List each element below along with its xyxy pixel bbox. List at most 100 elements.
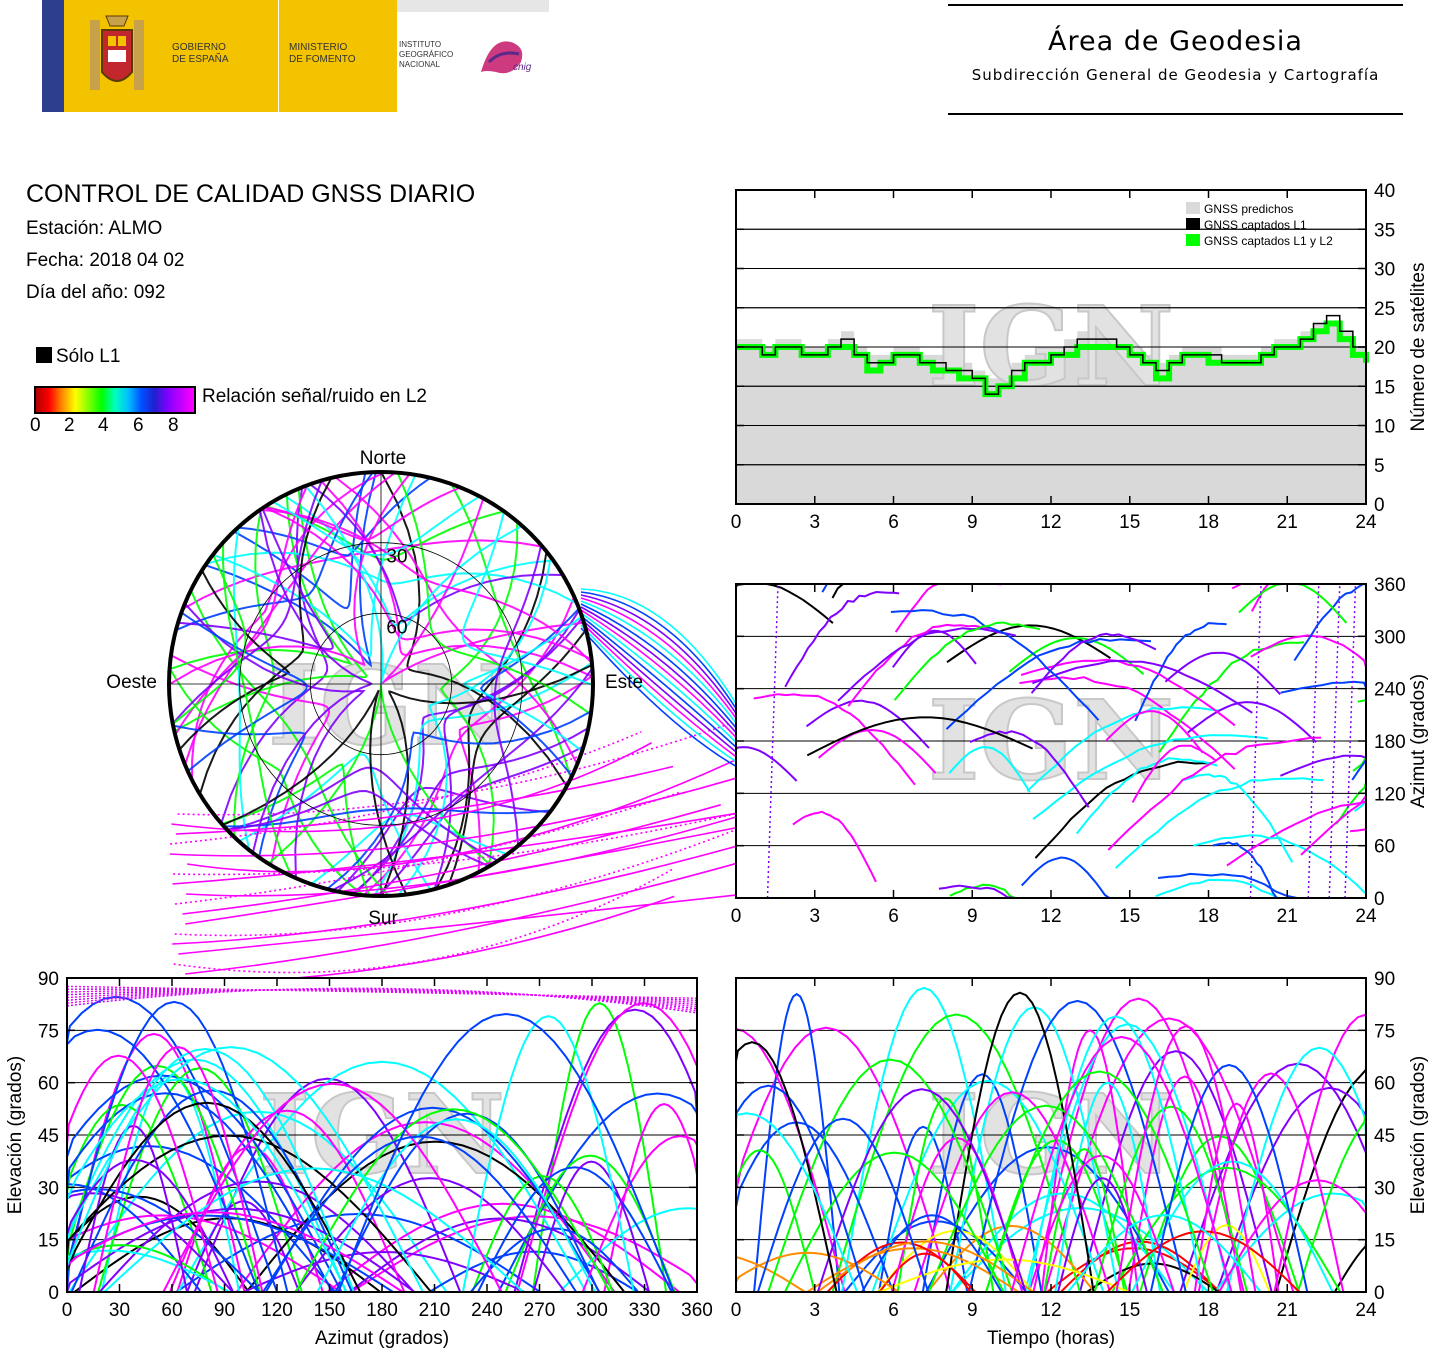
satellite-track — [173, 811, 745, 876]
y-tick-label: 15 — [1374, 377, 1395, 398]
cnig-logo-icon — [481, 41, 523, 74]
ign-top-strip — [397, 0, 549, 12]
azimuth-track — [847, 623, 990, 707]
y-tick-label: 75 — [1374, 1021, 1395, 1042]
y-tick-label: 60 — [1374, 837, 1395, 858]
x-tick-label: 3 — [809, 512, 820, 533]
azimuth-track — [818, 728, 937, 774]
l1-swatch — [36, 347, 52, 363]
y-tick-label: 0 — [1374, 1283, 1385, 1304]
azimuth-track — [1105, 710, 1204, 754]
satellite-track — [396, 472, 592, 716]
elevation-time-track — [896, 1097, 995, 1293]
satellite-track — [397, 556, 552, 896]
elevation-track — [337, 1012, 675, 1293]
azimuth-track — [1164, 651, 1281, 695]
satellite-track — [233, 472, 367, 610]
azimuth-track — [969, 730, 1090, 808]
x-tick-label: 24 — [1355, 1300, 1377, 1321]
satellite-track — [173, 488, 368, 733]
y-tick-label: 360 — [1374, 575, 1406, 596]
snr-tick-2: 2 — [64, 415, 75, 436]
elevation-track — [66, 1077, 348, 1293]
y-tick-label: 45 — [38, 1126, 59, 1147]
satellite-track — [373, 661, 593, 897]
satellite-track — [220, 487, 329, 824]
area-subtitle: Subdirección General de Geodesia y Carto… — [971, 66, 1380, 84]
x-tick-label: 18 — [1198, 1300, 1219, 1321]
elevation-time-track — [816, 1240, 1034, 1293]
azimuth-track — [805, 699, 930, 749]
y-tick-label: 300 — [1374, 627, 1406, 648]
azimuth-track — [1032, 659, 1253, 714]
azimuth-track — [806, 716, 1034, 757]
horizon-circle — [167, 470, 595, 898]
azimuth-track — [1187, 701, 1317, 743]
y-tick-label: 45 — [1374, 1126, 1395, 1147]
elevation-track — [66, 1134, 432, 1293]
elevation-time-track — [767, 1058, 1014, 1293]
date-label: Fecha: 2018 04 02 — [26, 250, 185, 271]
elevation-track — [316, 1118, 596, 1293]
y-tick-label: 0 — [1374, 889, 1385, 910]
elevation-track — [66, 985, 698, 999]
x-tick-label: 240 — [471, 1300, 503, 1321]
elevation-time-track — [1197, 1072, 1345, 1293]
elevation-track — [66, 989, 698, 1006]
azimuth-track — [948, 746, 1031, 793]
satellite-track — [226, 789, 490, 868]
satellite-track — [237, 476, 431, 557]
elevation-time-track — [1193, 1102, 1280, 1293]
satellite-track — [168, 473, 411, 686]
azimuth-track — [1026, 706, 1221, 792]
x-tick-label: 210 — [419, 1300, 451, 1321]
azimuth-track — [1307, 583, 1320, 899]
azimuth-track — [1131, 744, 1217, 803]
elevation-time-track — [1182, 1224, 1271, 1293]
satellite-track — [493, 544, 543, 846]
snr-colorbar-label: Relación señal/ruido en L2 — [202, 386, 427, 407]
ministry-label-1: MINISTERIO — [289, 42, 348, 53]
elevation-track — [477, 1166, 673, 1293]
satellite-track — [172, 554, 247, 725]
x-tick-label: 21 — [1277, 1300, 1298, 1321]
y-tick-label: 120 — [1374, 784, 1406, 805]
legend-swatch — [1186, 202, 1200, 214]
y-tick-label: 35 — [1374, 220, 1395, 241]
legend-label: GNSS predichos — [1204, 202, 1293, 216]
ministry-logo-panel: MINISTERIO DE FOMENTO — [278, 0, 397, 112]
elevation-time-track — [1043, 1147, 1126, 1293]
elevation-track — [66, 987, 698, 1014]
government-logo-bar: GOBIERNO DE ESPAÑA MINISTERIO DE FOMENTO… — [42, 0, 549, 112]
azimuth-track — [1008, 636, 1145, 675]
x-tick-label: 15 — [1119, 1300, 1140, 1321]
satellite-track — [187, 743, 769, 873]
azimuth-track — [1158, 641, 1305, 753]
y-axis-label: Azimut (grados) — [1408, 674, 1429, 808]
x-tick-label: 24 — [1355, 512, 1377, 533]
gov-label-1: GOBIERNO — [172, 42, 226, 53]
elevation-track — [92, 1045, 264, 1293]
x-tick-label: 9 — [967, 906, 978, 927]
satellite-track — [222, 542, 293, 877]
x-tick-label: 150 — [314, 1300, 346, 1321]
azimuth-track — [1249, 583, 1262, 899]
x-tick-label: 0 — [62, 1300, 73, 1321]
azimuth-track — [1075, 757, 1218, 835]
azimuth-track — [945, 637, 1152, 730]
government-logo-panel: GOBIERNO DE ESPAÑA — [64, 0, 300, 112]
snr-tick-0: 0 — [30, 415, 41, 436]
azimuth-track — [784, 590, 900, 688]
y-tick-label: 25 — [1374, 299, 1395, 320]
elevation-time-track — [756, 1117, 930, 1293]
y-tick-label: 10 — [1374, 417, 1395, 438]
snr-tick-8: 8 — [168, 415, 179, 436]
satellite-track — [222, 689, 408, 895]
elevation-time-track — [1067, 1214, 1262, 1293]
l1-only-label: Sólo L1 — [56, 346, 121, 367]
y-axis-label: Elevación (grados) — [5, 1056, 26, 1214]
azimuth-track — [1107, 736, 1322, 851]
elevation-time-track — [968, 999, 1187, 1293]
